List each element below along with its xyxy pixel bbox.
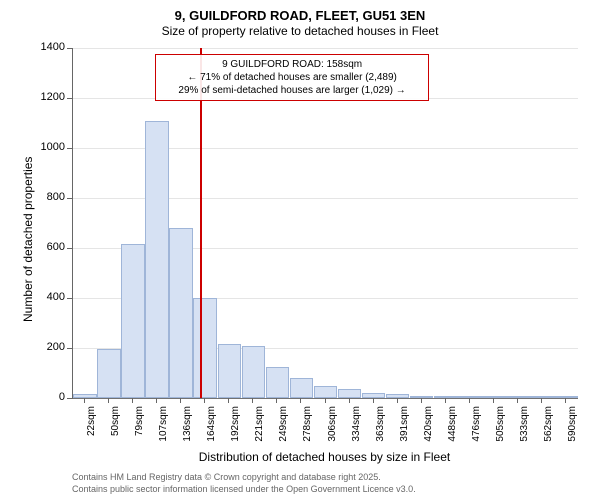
x-tick (349, 398, 350, 403)
x-tick-label: 50sqm (110, 406, 121, 456)
x-tick (108, 398, 109, 403)
x-tick-label: 164sqm (206, 406, 217, 456)
x-tick (541, 398, 542, 403)
x-tick-label: 448sqm (447, 406, 458, 456)
x-tick-label: 22sqm (86, 406, 97, 456)
x-tick (228, 398, 229, 403)
y-tick-label: 800 (27, 191, 65, 203)
y-tick-label: 600 (27, 241, 65, 253)
histogram-bar (434, 396, 458, 398)
footer-line-2: Contains public sector information licen… (72, 484, 416, 494)
y-tick-label: 0 (27, 391, 65, 403)
histogram-bar (169, 228, 193, 398)
y-tick (67, 148, 72, 149)
histogram-bar (338, 389, 362, 398)
histogram-bar (410, 396, 434, 398)
y-tick (67, 248, 72, 249)
x-tick-label: 363sqm (375, 406, 386, 456)
histogram-bar (482, 396, 506, 398)
histogram-bar (506, 396, 530, 398)
plot-area: 9 GUILDFORD ROAD: 158sqm← 71% of detache… (72, 48, 578, 399)
x-tick (276, 398, 277, 403)
x-tick (300, 398, 301, 403)
histogram-bar (242, 346, 266, 399)
x-tick (397, 398, 398, 403)
x-tick-label: 334sqm (351, 406, 362, 456)
x-tick-label: 249sqm (278, 406, 289, 456)
x-tick (132, 398, 133, 403)
histogram-bar (193, 298, 217, 398)
histogram-bar (530, 396, 554, 398)
x-tick-label: 420sqm (423, 406, 434, 456)
x-tick (252, 398, 253, 403)
chart-container: 9, GUILDFORD ROAD, FLEET, GU51 3EN Size … (0, 0, 600, 500)
x-tick (180, 398, 181, 403)
x-tick-label: 533sqm (519, 406, 530, 456)
y-tick-label: 1000 (27, 141, 65, 153)
y-tick-label: 200 (27, 341, 65, 353)
x-tick (325, 398, 326, 403)
x-tick-label: 306sqm (327, 406, 338, 456)
annotation-line: 9 GUILDFORD ROAD: 158sqm (162, 58, 422, 71)
y-tick (67, 98, 72, 99)
y-tick (67, 398, 72, 399)
x-tick-label: 476sqm (471, 406, 482, 456)
x-tick (445, 398, 446, 403)
annotation-box: 9 GUILDFORD ROAD: 158sqm← 71% of detache… (155, 54, 429, 101)
histogram-bar (554, 396, 578, 398)
y-tick (67, 298, 72, 299)
x-tick-label: 221sqm (254, 406, 265, 456)
x-tick (565, 398, 566, 403)
x-tick-label: 107sqm (158, 406, 169, 456)
x-tick (84, 398, 85, 403)
grid-line (73, 398, 578, 399)
annotation-line: 29% of semi-detached houses are larger (… (162, 84, 422, 97)
histogram-bar (145, 121, 169, 399)
histogram-bar (97, 349, 121, 398)
x-tick-label: 562sqm (543, 406, 554, 456)
histogram-bar (73, 394, 97, 398)
x-tick-label: 79sqm (134, 406, 145, 456)
histogram-bar (218, 344, 242, 398)
histogram-bar (121, 244, 145, 398)
histogram-bar (290, 378, 314, 398)
annotation-line: ← 71% of detached houses are smaller (2,… (162, 71, 422, 84)
y-tick-label: 400 (27, 291, 65, 303)
histogram-bar (314, 386, 338, 399)
y-tick-label: 1400 (27, 41, 65, 53)
x-tick (517, 398, 518, 403)
y-tick (67, 348, 72, 349)
y-tick-label: 1200 (27, 91, 65, 103)
histogram-bar (458, 396, 482, 398)
x-tick (204, 398, 205, 403)
chart-title-sub: Size of property relative to detached ho… (0, 24, 600, 38)
x-tick-label: 192sqm (230, 406, 241, 456)
y-tick (67, 48, 72, 49)
x-tick-label: 590sqm (567, 406, 578, 456)
x-tick-label: 278sqm (302, 406, 313, 456)
x-tick (493, 398, 494, 403)
x-tick (469, 398, 470, 403)
x-tick (156, 398, 157, 403)
grid-line (73, 48, 578, 49)
x-tick-label: 391sqm (399, 406, 410, 456)
chart-title-main: 9, GUILDFORD ROAD, FLEET, GU51 3EN (0, 8, 600, 23)
x-tick (373, 398, 374, 403)
x-tick (421, 398, 422, 403)
footer-line-1: Contains HM Land Registry data © Crown c… (72, 472, 381, 482)
y-tick (67, 198, 72, 199)
x-tick-label: 505sqm (495, 406, 506, 456)
x-tick-label: 136sqm (182, 406, 193, 456)
histogram-bar (386, 394, 410, 398)
histogram-bar (266, 367, 290, 398)
